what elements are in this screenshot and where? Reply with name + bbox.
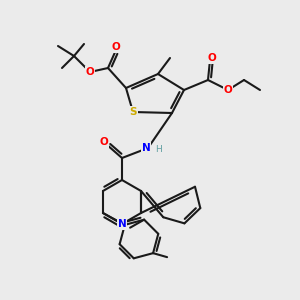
Text: N: N bbox=[142, 143, 150, 153]
Text: O: O bbox=[112, 42, 120, 52]
Text: O: O bbox=[100, 137, 108, 147]
Text: O: O bbox=[85, 67, 94, 77]
Text: O: O bbox=[224, 85, 232, 95]
Text: O: O bbox=[208, 53, 216, 63]
Text: S: S bbox=[129, 107, 137, 117]
Text: H: H bbox=[154, 146, 161, 154]
Text: N: N bbox=[118, 219, 126, 229]
